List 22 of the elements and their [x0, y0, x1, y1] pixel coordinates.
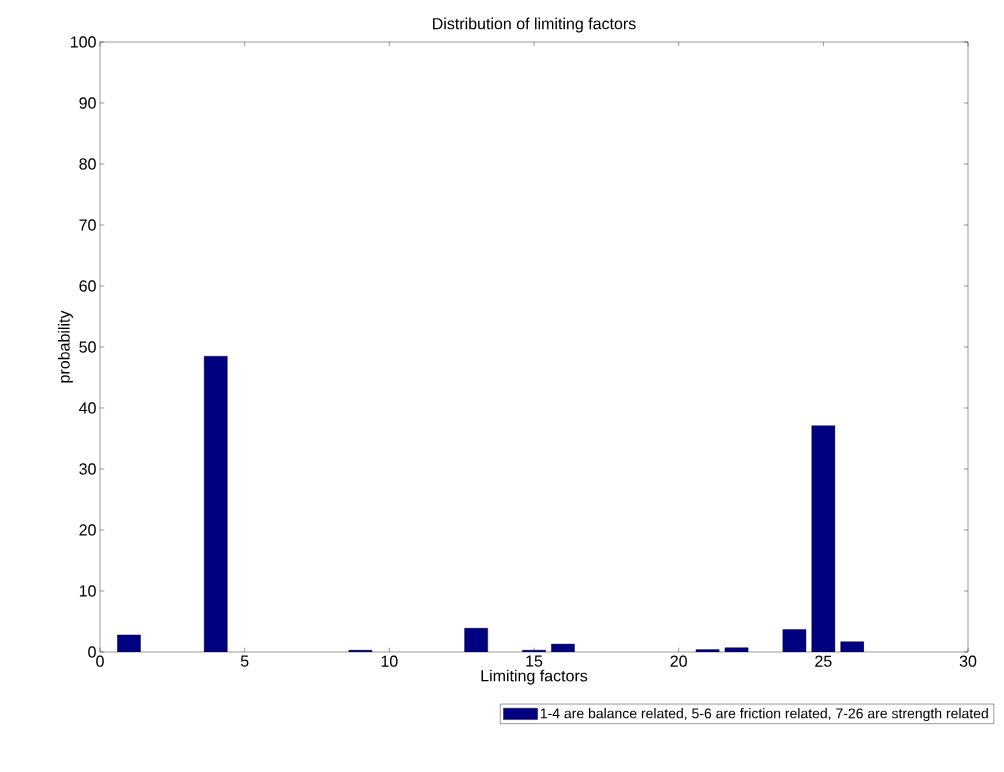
y-tick-label: 70 — [79, 219, 96, 231]
y-tick-label: 20 — [79, 524, 96, 536]
y-tick-label: 30 — [79, 463, 96, 475]
x-tick-label: 0 — [96, 655, 104, 667]
y-tick-label: 50 — [79, 341, 96, 353]
x-tick-label: 15 — [526, 655, 543, 667]
x-tick-label: 10 — [381, 655, 398, 667]
chart-title: Distribution of limiting factors — [433, 17, 636, 33]
y-tick-label: 100 — [71, 36, 96, 48]
x-tick-label: 20 — [670, 655, 687, 667]
legend-label: 1-4 are balance related, 5-6 are friction related, 7-26 are strength related — [540, 708, 988, 722]
y-tick-label: 40 — [79, 402, 96, 414]
y-tick-label: 0 — [88, 646, 96, 658]
y-axis-title: probability — [58, 310, 73, 383]
x-tick-label: 30 — [959, 655, 977, 667]
x-axis-title: Limiting factors — [481, 669, 588, 685]
x-tick-label: 5 — [240, 655, 249, 667]
y-tick-label: 60 — [79, 280, 96, 292]
y-tick-label: 80 — [79, 158, 96, 170]
y-tick-label: 10 — [79, 585, 96, 597]
x-tick-label: 25 — [815, 655, 832, 667]
y-tick-label: 90 — [79, 97, 96, 109]
